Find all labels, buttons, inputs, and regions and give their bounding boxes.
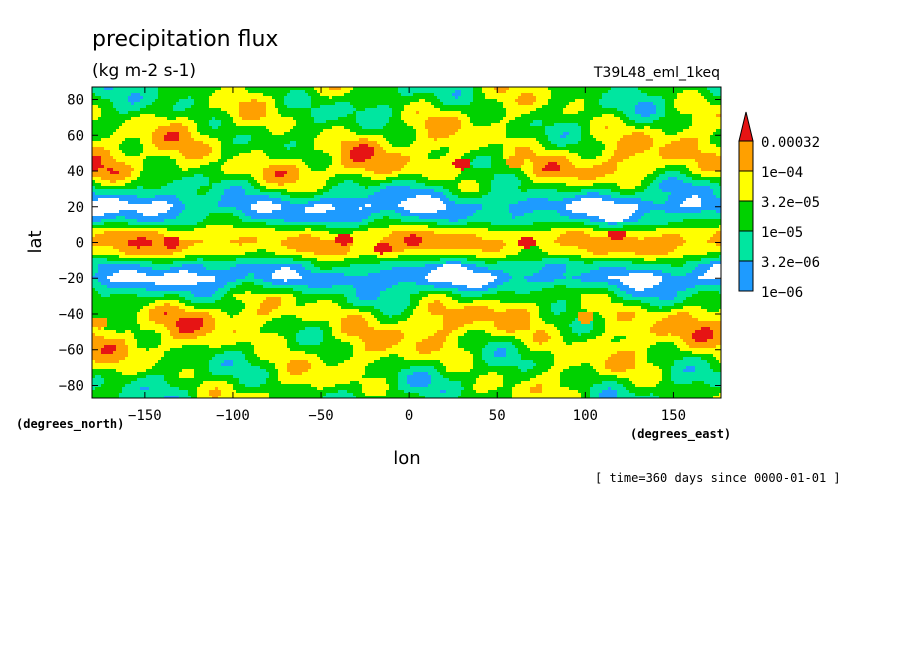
colorbar-label: 1e−05 xyxy=(761,225,803,241)
x-tick-label: −50 xyxy=(308,408,333,424)
colorbar-label: 0.00032 xyxy=(761,135,820,151)
x-units-label: (degrees_east) xyxy=(630,427,731,442)
colorbar: 0.00032 1e−04 3.2e−05 1e−05 3.2e−06 1e−06 xyxy=(738,111,820,301)
time-note: [ time=360 days since 0000-01-01 ] xyxy=(595,471,841,485)
colorbar-label: 1e−04 xyxy=(761,165,803,181)
y-tick-label: −60 xyxy=(59,343,84,359)
units-label: (kg m-2 s-1) xyxy=(92,61,196,81)
y-tick-label: 80 xyxy=(67,93,84,109)
y-axis-label: lat xyxy=(25,230,46,253)
y-tick-label: 40 xyxy=(67,164,84,180)
colorbar-segment xyxy=(738,170,754,202)
y-tick-label: −20 xyxy=(59,271,84,287)
colorbar-max-triangle xyxy=(738,111,754,142)
colorbar-segment xyxy=(738,230,754,262)
dataset-label: T39L48_eml_1keq xyxy=(593,65,720,81)
x-tick-label: 150 xyxy=(661,408,686,424)
x-tick-label: 50 xyxy=(489,408,506,424)
y-tick-label: 0 xyxy=(76,236,84,252)
colorbar-label: 1e−06 xyxy=(761,285,803,301)
plot-frame xyxy=(91,86,722,399)
x-tick-label: −150 xyxy=(128,408,162,424)
y-tick-label: 20 xyxy=(67,200,84,216)
colorbar-label: 3.2e−05 xyxy=(761,195,820,211)
colorbar-segment xyxy=(738,260,754,292)
x-tick-label: 0 xyxy=(405,408,413,424)
y-tick-label: −40 xyxy=(59,307,84,323)
chart-title: precipitation flux xyxy=(92,27,278,52)
colorbar-label: 3.2e−06 xyxy=(761,255,820,271)
colorbar-segment xyxy=(738,140,754,172)
x-tick-label: 100 xyxy=(573,408,598,424)
colorbar-segment xyxy=(738,200,754,232)
heatmap-field xyxy=(92,87,721,398)
axis-ticks: −150 −100 −50 0 50 100 150 80 60 40 20 0 −20 −40 −60 −8… xyxy=(59,87,721,424)
y-tick-label: −80 xyxy=(59,378,84,394)
x-tick-label: −100 xyxy=(216,408,250,424)
y-units-label: (degrees_north) xyxy=(16,417,124,432)
y-tick-label: 60 xyxy=(67,128,84,144)
x-axis-label: lon xyxy=(393,448,420,469)
